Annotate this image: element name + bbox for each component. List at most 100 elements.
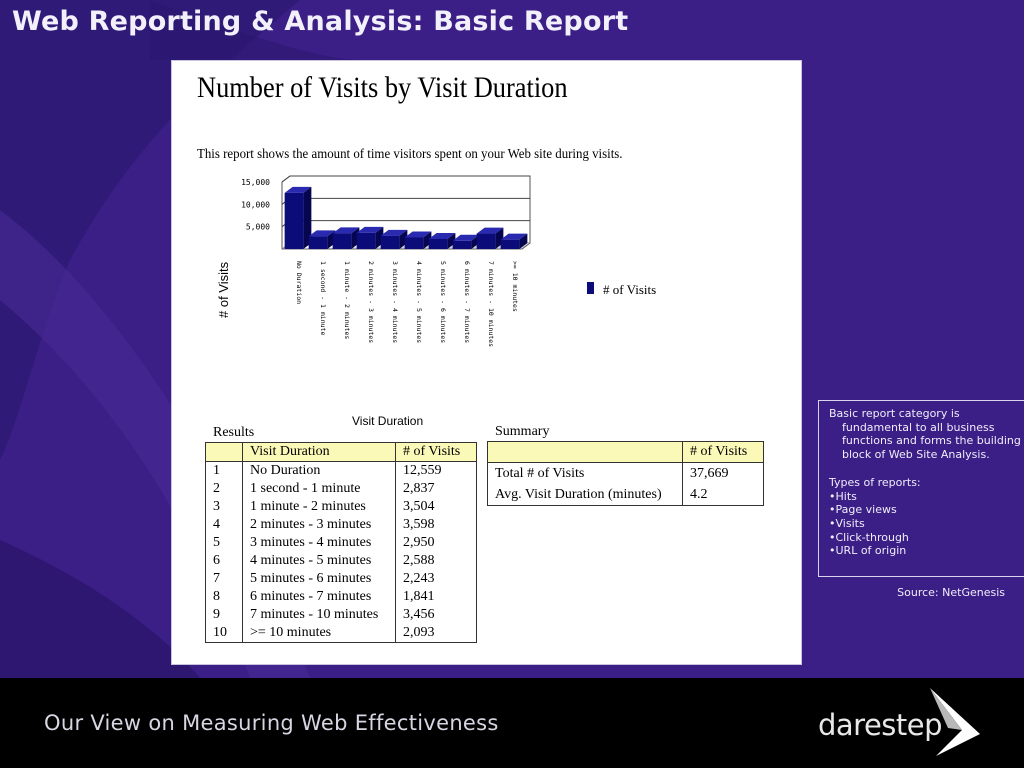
results-header-visits: # of Visits <box>395 442 477 462</box>
results-header-duration: Visit Duration <box>242 442 396 462</box>
bar-top <box>404 231 432 238</box>
bar <box>308 236 328 249</box>
summary-label: Summary <box>495 424 550 439</box>
results-cell-visits: 2,093 <box>395 624 477 643</box>
x-tick-label: 2 minutes - 3 minutes <box>367 261 375 343</box>
summary-cell-metric: Avg. Visit Duration (minutes) <box>487 484 683 506</box>
darestep-logo-text: darestep <box>818 708 943 742</box>
results-cell-duration: 4 minutes - 5 minutes <box>242 552 396 570</box>
results-cell-visits: 2,243 <box>395 570 477 588</box>
sidebar-type-item: Visits <box>829 517 1024 531</box>
results-cell-index: 1 <box>205 461 243 480</box>
results-cell-duration: 1 second - 1 minute <box>242 480 396 498</box>
sidebar-types-list: Hits Page views Visits Click-through URL… <box>829 490 1024 559</box>
y-tick-label: 5,000 <box>246 223 270 232</box>
bar <box>380 235 400 249</box>
bar-side <box>303 186 312 249</box>
summary-cell-value: 37,669 <box>682 462 764 484</box>
sidebar-type-item: Page views <box>829 503 1024 517</box>
x-tick-label: 1 minute - 2 minutes <box>343 261 351 339</box>
x-tick-label: 7 minutes - 10 minutes <box>487 261 495 347</box>
report-panel: Number of Visits by Visit Duration This … <box>171 60 802 665</box>
y-tick-label: 15,000 <box>241 178 270 187</box>
summary-header-blank <box>487 441 683 463</box>
results-cell-visits: 3,456 <box>395 606 477 624</box>
slide-title: Web Reporting & Analysis: Basic Report <box>12 6 629 37</box>
bar <box>428 238 448 249</box>
legend-swatch <box>587 282 594 294</box>
results-cell-duration: >= 10 minutes <box>242 624 396 643</box>
results-cell-index: 7 <box>205 570 243 588</box>
results-cell-visits: 12,559 <box>395 461 477 480</box>
results-cell-index: 2 <box>205 480 243 498</box>
results-row: 1 No Duration 12,559 <box>205 461 477 480</box>
bar-top <box>428 232 456 239</box>
results-header-index <box>205 442 243 462</box>
results-cell-duration: No Duration <box>242 461 396 480</box>
results-header-row: Visit Duration # of Visits <box>205 442 477 462</box>
results-cell-index: 3 <box>205 498 243 516</box>
source-note: Source: NetGenesis <box>897 586 1005 599</box>
results-cell-index: 8 <box>205 588 243 606</box>
y-tick-label: 10,000 <box>241 200 270 209</box>
report-title: Number of Visits by Visit Duration <box>197 71 568 104</box>
sidebar-types-heading: Types of reports: <box>829 475 921 489</box>
results-cell-duration: 2 minutes - 3 minutes <box>242 516 396 534</box>
bar-side <box>519 233 528 249</box>
results-cell-duration: 7 minutes - 10 minutes <box>242 606 396 624</box>
bar-top <box>308 230 336 237</box>
footer-bar: Our View on Measuring Web Effectiveness … <box>0 678 1024 768</box>
bar-top <box>356 226 384 233</box>
results-cell-index: 5 <box>205 534 243 552</box>
bar-top <box>380 229 408 236</box>
bar-top <box>476 227 504 234</box>
x-tick-label: 5 minutes - 6 minutes <box>439 261 447 343</box>
bar <box>332 233 352 249</box>
results-cell-visits: 1,841 <box>395 588 477 606</box>
bar-top <box>284 186 312 193</box>
legend-label: # of Visits <box>603 282 656 297</box>
results-cell-index: 9 <box>205 606 243 624</box>
results-cell-visits: 3,504 <box>395 498 477 516</box>
x-tick-label: 6 minutes - 7 minutes <box>463 261 471 343</box>
x-tick-label: >= 10 minutes <box>511 261 519 312</box>
bar-side <box>423 231 432 249</box>
summary-row: Total # of Visits 37,669 <box>487 462 764 484</box>
results-cell-index: 4 <box>205 516 243 534</box>
bar-top <box>452 234 480 241</box>
darestep-logo-icon <box>930 688 980 756</box>
summary-row: Avg. Visit Duration (minutes) 4.2 <box>487 484 764 506</box>
x-tick-label: 1 second - 1 minute <box>319 261 327 335</box>
results-cell-visits: 3,598 <box>395 516 477 534</box>
results-cell-visits: 2,588 <box>395 552 477 570</box>
results-cell-index: 10 <box>205 624 243 643</box>
visits-bar-chart: 15,000 10,000 5,000 # of Visits No Duration 1… <box>216 175 656 428</box>
bar-top <box>332 227 360 234</box>
sidebar-intro: Basic report category is fundamental to … <box>829 407 1021 462</box>
y-axis-label: # of Visits <box>216 261 231 318</box>
bar <box>452 240 472 249</box>
bar <box>404 237 424 249</box>
x-tick-label: 3 minutes - 4 minutes <box>391 261 399 343</box>
results-cell-duration: 3 minutes - 4 minutes <box>242 534 396 552</box>
results-cell-visits: 2,837 <box>395 480 477 498</box>
x-tick-label: 4 minutes - 5 minutes <box>415 261 423 343</box>
summary-header-row: # of Visits <box>487 441 764 463</box>
results-cell-duration: 5 minutes - 6 minutes <box>242 570 396 588</box>
sidebar-type-item: Hits <box>829 490 1024 504</box>
results-cell-index: 6 <box>205 552 243 570</box>
summary-table: # of Visits Total # of Visits 37,669 Avg. … <box>487 441 764 506</box>
bar <box>476 233 496 249</box>
results-row: 10 >= 10 minutes 2,093 <box>205 624 477 643</box>
bar <box>500 239 520 249</box>
bar <box>356 232 376 249</box>
bar-top <box>500 233 528 240</box>
